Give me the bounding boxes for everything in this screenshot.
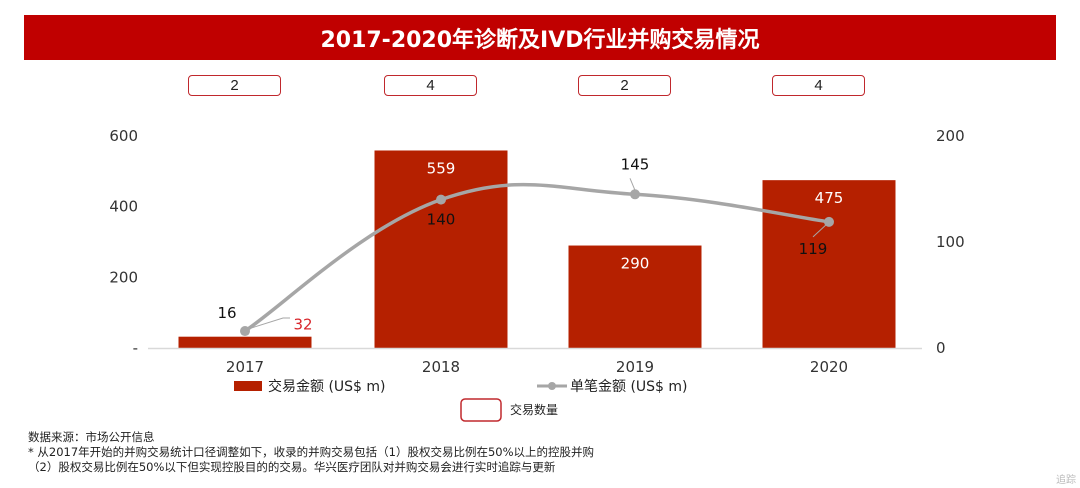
legend-swatch-deal-count [460,398,502,422]
y-right-tick-label: 0 [936,339,946,357]
y-right-tick-label: 200 [936,127,965,145]
bar-data-label: 32 [293,316,312,334]
y-left-tick-label: 600 [109,127,138,145]
bar-2019 [568,245,702,348]
legend-swatch-single-deal-marker [548,382,556,390]
bar-2020 [762,180,896,348]
y-left-tick-label: - [133,339,138,357]
bar-data-label: 475 [815,189,844,207]
bar-2018 [374,150,508,348]
x-tick-label: 2017 [226,358,264,376]
legend-swatch-deal-amount [234,381,262,391]
deal-count-box-2018: 4 [384,75,477,96]
methodology-note-line1: * 从2017年开始的并购交易统计口径调整如下，收录的并购交易包括（1）股权交易… [28,445,595,459]
y-left-tick-label: 400 [109,198,138,216]
bar-data-label: 559 [427,159,456,177]
x-tick-label: 2019 [616,358,654,376]
footnotes: 数据来源：市场公开信息 * 从2017年开始的并购交易统计口径调整如下，收录的并… [28,430,594,475]
line-data-label: 119 [799,240,828,258]
line-point-2019 [630,189,640,200]
bar-data-label: 290 [621,255,650,273]
y-left-tick-label: 200 [109,268,138,286]
line-point-2017 [240,326,250,337]
methodology-note-line2: （2）股权交易比例在50%以下但实现控股目的的交易。华兴医疗团队对并购交易会进行… [28,460,556,474]
x-tick-label: 2018 [422,358,460,376]
line-series-single-deal-amount [243,182,831,333]
legend-label-deal-amount: 交易金额 (US$ m) [268,378,386,395]
deal-count-box-2020: 4 [772,75,865,96]
line-point-2018 [436,194,446,205]
deal-count-box-2017: 2 [188,75,281,96]
bar-2017 [178,336,312,348]
deal-count-box-2019: 2 [578,75,671,96]
line-data-label: 140 [427,211,456,229]
legend-label-single-deal-amount: 单笔金额 (US$ m) [570,379,688,395]
line-data-label: 145 [621,155,650,173]
line-data-label: 16 [217,304,236,322]
x-tick-label: 2020 [810,358,848,376]
bar-label-leader-line [247,317,290,330]
line-point-2020 [824,216,834,227]
watermark: 追踪 [1056,475,1076,486]
legend-label-deal-count: 交易数量 [510,402,558,417]
data-source-note: 数据来源：市场公开信息 [28,430,155,444]
line-label-leader-line [812,224,827,238]
chart-canvas: - 200 400 600 0 100 200 2017 2018 2019 2020 32 559 29… [109,127,965,422]
chart-title: 2017-2020年诊断及IVD行业并购交易情况 [24,15,1056,60]
y-right-tick-label: 100 [936,233,965,251]
line-label-leader-line [629,178,636,191]
